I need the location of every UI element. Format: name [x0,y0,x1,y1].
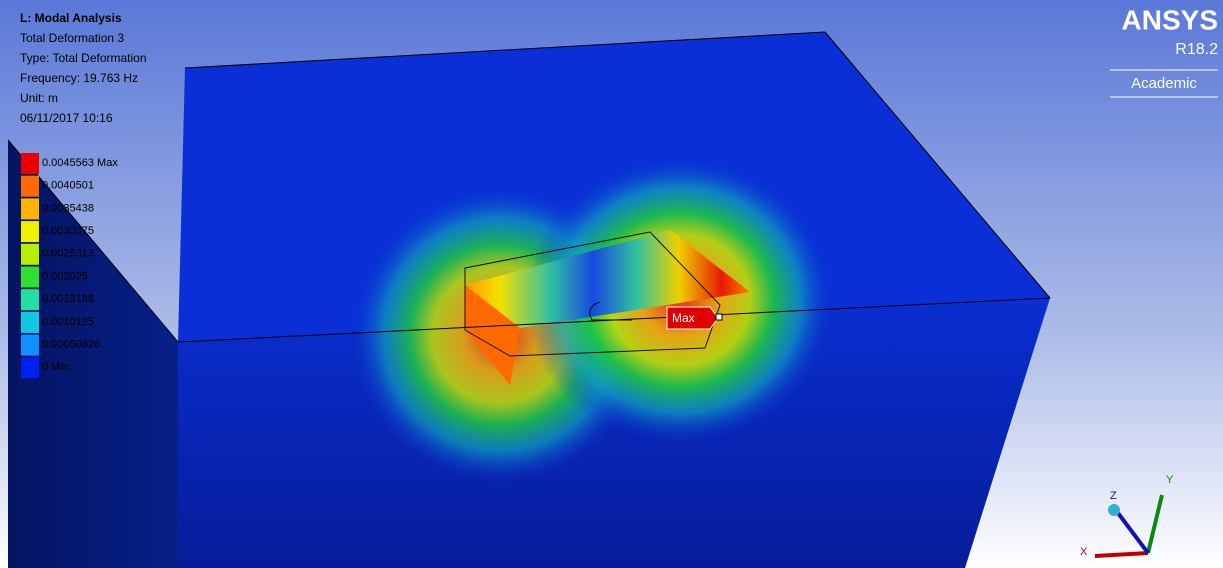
legend-swatch [21,312,39,333]
legend-label: 0.0040501 [42,180,94,192]
legend-swatch [21,357,39,378]
legend-swatch [21,289,39,310]
header-line: Unit: m [20,91,58,105]
max-probe-label: Max [672,311,695,325]
viewport: Max L: Modal Analysis Total Deformation … [0,0,1223,568]
probe-point [716,314,722,320]
legend-label: 0.0025313 [42,248,94,260]
legend-label: 0.002025 [42,270,88,282]
logo-brand: ANSYS [1122,4,1218,35]
legend-label: 0.00050626 [42,339,100,351]
logo-edition: Academic [1131,75,1197,92]
legend-swatch [21,176,39,197]
triad-sphere [1108,504,1120,516]
legend-swatch [21,267,39,288]
header-line: Frequency: 19.763 Hz [20,71,138,85]
logo-version: R18.2 [1175,41,1218,58]
legend-swatch [21,198,39,219]
triad-x-label: X [1080,546,1088,558]
legend-label: 0.0045563 Max [42,157,118,169]
legend-label: 0.0030375 [42,225,94,237]
body: Max L: Modal Analysis Total Deformation … [0,0,1223,568]
triad-z-label: Z [1110,490,1117,502]
legend-swatch [21,221,39,242]
legend-label: 0.0010125 [42,316,94,328]
legend-label: 0 Min [42,361,69,373]
legend-swatch [21,244,39,265]
page: ANSYS Modal Analysis {"header": {"title"… [0,0,1223,568]
legend-swatch [21,335,39,356]
header-line: 06/11/2017 10:16 [20,111,113,125]
header-line: Total Deformation 3 [20,31,124,45]
triad-y-label: Y [1166,474,1174,486]
legend-label: 0.0015188 [42,293,94,305]
header-title: L: Modal Analysis [20,11,122,25]
legend-label: 0.0035438 [42,202,94,214]
header-line: Type: Total Deformation [20,51,147,65]
legend-swatch [21,153,39,174]
